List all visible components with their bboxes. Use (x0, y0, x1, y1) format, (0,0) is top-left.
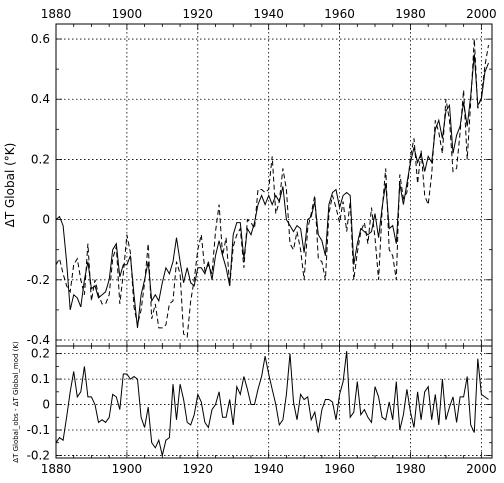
bottom-y-tick-label: -0.2 (27, 448, 50, 462)
bottom-y-tick-label: 0 (42, 398, 50, 412)
top-y-tick-label: 0.4 (31, 92, 50, 106)
top-y-tick-label: -0.4 (27, 333, 50, 347)
top-y-tick-label: 0.2 (31, 152, 50, 166)
top-x-tick-label: 1900 (112, 7, 143, 21)
bottom-series-line-solid (55, 351, 489, 456)
top-x-tick-label: 1980 (395, 7, 426, 21)
top-series-line-dashed (55, 38, 489, 338)
bottom-y-tick-label: 0.1 (31, 372, 50, 386)
top-x-tick-label: 1940 (253, 7, 284, 21)
bottom-plot-frame (55, 345, 493, 459)
bottom-x-tick-label: 2000 (466, 462, 497, 476)
top-x-tick-label: 1920 (183, 7, 214, 21)
bottom-x-tick-label: 1960 (324, 462, 355, 476)
top-x-tick-label: 1960 (324, 7, 355, 21)
bottom-y-tick-label: -0.1 (27, 423, 50, 437)
bottom-y-axis-title: ΔT Global_obs - ΔT Global_mod (K) (12, 341, 20, 463)
top-series-line-solid (55, 54, 489, 328)
top-x-tick-label: 1880 (41, 7, 72, 21)
bottom-x-tick-label: 1980 (395, 462, 426, 476)
top-y-axis-title: ΔT Global (°K) (3, 143, 17, 228)
bottom-x-tick-label: 1880 (41, 462, 72, 476)
bottom-x-tick-label: 1920 (183, 462, 214, 476)
top-x-tick-label: 2000 (466, 7, 497, 21)
top-panel-temperature: -0.4 -0.2 0 0.2 0.4 0.6 1880 1900 1920 1940 1960 19… (3, 7, 497, 347)
bottom-y-tick-label: 0.2 (31, 347, 50, 361)
bottom-x-tick-label: 1900 (112, 462, 143, 476)
top-y-tick-label: 0.6 (31, 32, 50, 46)
top-y-tick-label: 0 (42, 213, 50, 227)
bottom-panel-residual: -0.2 -0.1 0 0.1 0.2 1880 1900 1920 1940 1960 1980 2… (12, 341, 497, 476)
top-y-tick-label: -0.2 (27, 273, 50, 287)
bottom-x-tick-label: 1940 (253, 462, 284, 476)
